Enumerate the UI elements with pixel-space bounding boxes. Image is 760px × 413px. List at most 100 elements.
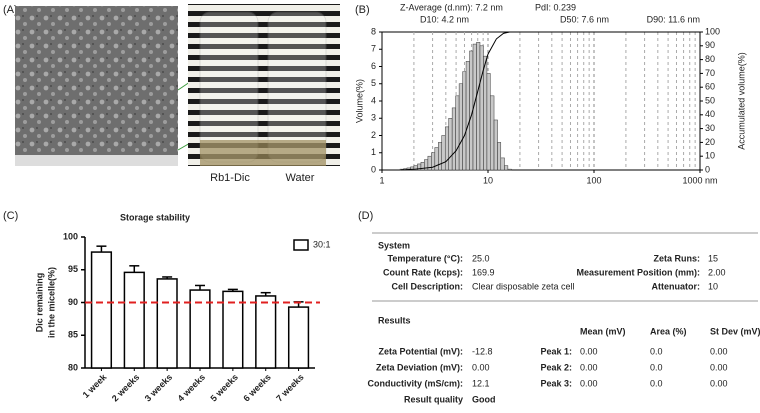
y-tick-label: 3: [371, 113, 376, 123]
annotation: PdI: 0.239: [535, 2, 576, 12]
bar: [156, 278, 178, 369]
y-tick-label: 5: [371, 78, 376, 88]
histogram-bar: [458, 83, 463, 171]
bar: [255, 295, 277, 369]
histogram-bar: [434, 147, 439, 171]
y-tick-label: 100: [63, 231, 78, 241]
y2-tick-label: 40: [705, 109, 715, 119]
section-title: Results: [378, 315, 411, 325]
y-tick-label: 8: [371, 26, 376, 36]
section-title: System: [378, 240, 410, 250]
caption: Water: [286, 172, 315, 184]
histogram-bar: [465, 61, 470, 171]
histogram-bar: [444, 126, 449, 171]
field-label: Zeta Runs:: [653, 253, 700, 263]
y-axis-label: Volume(%): [354, 79, 364, 123]
field-label: Attenuator:: [652, 281, 701, 291]
histogram-bar: [489, 95, 495, 171]
y-tick-label: 0: [371, 164, 376, 174]
y2-tick-label: 0: [705, 164, 710, 174]
field-value: 169.9: [472, 267, 495, 277]
cell: 0.00: [580, 378, 598, 388]
plot-frame: [381, 31, 701, 171]
vial-base: [200, 140, 326, 166]
cell: 0.00: [710, 362, 728, 372]
cell: 0.0: [650, 378, 663, 388]
field-value: 12.1: [472, 378, 490, 388]
histogram-bar: [441, 135, 446, 171]
field-value: Clear disposable zeta cell: [472, 281, 575, 291]
field-label: Zeta Deviation (mV):: [376, 362, 463, 372]
y-tick-label: 80: [68, 362, 78, 372]
column-header: Area (%): [650, 326, 687, 336]
x-tick-label: 7 weeks: [274, 372, 305, 403]
y-tick-label: 85: [68, 330, 78, 340]
x-tick-label: 5 weeks: [208, 372, 239, 403]
histogram-bar: [507, 168, 512, 171]
field-value: Good: [472, 394, 496, 404]
y-tick-label: 95: [68, 264, 78, 274]
legend-swatch: [293, 239, 309, 251]
y-tick-label: 4: [371, 95, 376, 105]
x-tick-label: 100: [586, 175, 601, 185]
y2-tick-label: 20: [705, 137, 715, 147]
x-tick-label: 6 weeks: [241, 372, 272, 403]
field-label: Conductivity (mS/cm):: [367, 378, 463, 388]
cell: 0.00: [710, 378, 728, 388]
peak-label: Peak 3:: [540, 378, 572, 388]
histogram-bar: [462, 71, 467, 171]
histogram-bar: [493, 119, 498, 171]
y-tick-label: 90: [68, 297, 78, 307]
y-tick-label: 2: [371, 130, 376, 140]
tem-infobar: [15, 155, 178, 166]
column-header: St Dev (mV): [710, 326, 760, 336]
histogram-bar: [483, 55, 488, 171]
y2-tick-label: 80: [705, 54, 715, 64]
y-axis-label: Dic remaining: [34, 273, 44, 333]
panel-label: (D): [358, 210, 373, 222]
histogram-bar: [504, 165, 509, 171]
bar: [123, 271, 145, 369]
panel-label: (C): [3, 210, 18, 222]
chart-title: Storage stability: [120, 212, 190, 222]
histogram-bar: [455, 95, 460, 171]
y2-tick-label: 30: [705, 123, 715, 133]
field-label: Temperature (°C):: [388, 253, 463, 263]
y2-axis-label: Accumulated volume(%): [736, 52, 746, 150]
legend-label: 30:1: [313, 239, 331, 249]
field-label: Measurement Position (mm):: [576, 267, 700, 277]
panel-label: (B): [355, 4, 370, 16]
histogram-bar: [451, 107, 456, 171]
peak-label: Peak 1:: [540, 346, 572, 356]
cumulative-curve: [400, 31, 700, 171]
field-value: 0.00: [472, 362, 490, 372]
x-tick-label: 2 weeks: [110, 372, 141, 403]
caption: Rb1-Dic: [210, 172, 250, 184]
vial: [267, 11, 327, 163]
histogram-bar: [497, 142, 502, 171]
y-axis-label: in the micelle(%): [46, 267, 56, 338]
field-value: -12.8: [472, 346, 493, 356]
bar: [90, 251, 113, 369]
x-tick-label: 1000 nm: [682, 175, 717, 185]
y2-tick-label: 100: [705, 26, 720, 36]
cell: 0.0: [650, 362, 663, 372]
y-tick-label: 7: [371, 44, 376, 54]
field-label: Cell Description:: [391, 281, 463, 291]
field-value: 15: [708, 253, 718, 263]
y-tick-label: 1: [371, 147, 376, 157]
cell: 0.00: [580, 346, 598, 356]
y2-tick-label: 90: [705, 40, 715, 50]
histogram-bar: [448, 118, 453, 171]
histogram-bar: [500, 157, 505, 171]
y2-tick-label: 50: [705, 95, 715, 105]
x-tick-label: 3 weeks: [143, 372, 174, 403]
y2-tick-label: 10: [705, 151, 715, 161]
annotation: D90: 11.6 nm: [647, 14, 700, 24]
histogram-bar: [476, 42, 481, 171]
field-value: 10: [708, 281, 718, 291]
column-header: Mean (mV): [580, 326, 626, 336]
y-tick-label: 6: [371, 61, 376, 71]
annotation: D50: 7.6 nm: [560, 14, 609, 24]
